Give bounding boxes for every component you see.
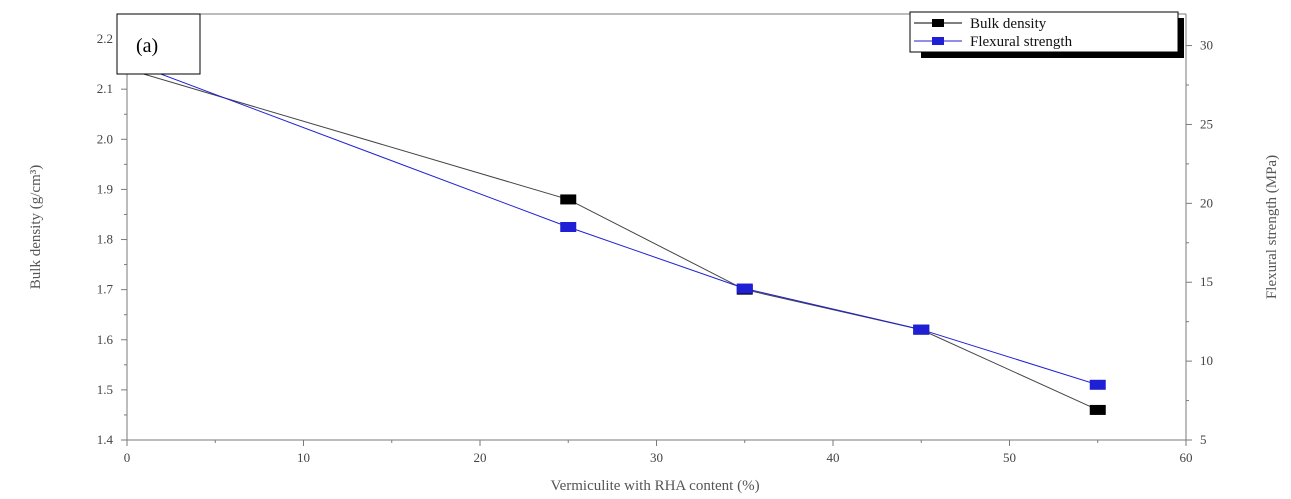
legend-label-bulk-density: Bulk density — [970, 16, 1047, 32]
series-line-bulk-density — [126, 68, 1098, 411]
y-axis-label-right: Flexural strength (MPa) — [1264, 155, 1280, 299]
y-right-tick-label: 25 — [1200, 116, 1213, 131]
x-tick-label: 20 — [474, 450, 487, 465]
x-tick-label: 10 — [297, 450, 310, 465]
x-tick-label: 0 — [124, 450, 131, 465]
y-left-tick-label: 1.6 — [97, 332, 114, 347]
y-left-tick-label: 1.5 — [97, 382, 113, 397]
x-axis-label: Vermiculite with RHA content (%) — [550, 478, 759, 494]
series-line-flexural-strength — [126, 60, 1098, 386]
axes-layer: 0 10 20 30 40 50 60 1.4 1.5 1.6 1.7 1.8 1.9 2.0 2.1 2.2… — [97, 13, 1213, 465]
legend-marker-bulk-density — [932, 19, 944, 27]
y-right-tick-label: 30 — [1200, 38, 1213, 53]
x-tick-label: 50 — [1003, 450, 1016, 465]
y-left-tick-label: 1.7 — [97, 282, 114, 297]
data-point-flexural-strength — [736, 283, 753, 294]
y-right-tick-label: 5 — [1200, 432, 1207, 447]
x-tick-label: 60 — [1180, 450, 1193, 465]
panel-label: (a) — [136, 35, 158, 57]
data-point-bulk-density — [1089, 404, 1106, 415]
y-left-tick-label: 1.8 — [97, 232, 113, 247]
y-left-tick-label: 2.2 — [97, 31, 113, 46]
panel-label-box: (a) — [116, 13, 201, 75]
y-right-tick-label: 15 — [1200, 274, 1213, 289]
x-tick-label: 40 — [827, 450, 840, 465]
y-right-tick-label: 10 — [1200, 353, 1213, 368]
y-left-tick-label: 2.1 — [97, 81, 113, 96]
series-layer — [126, 60, 1106, 415]
legend: Bulk density Flexural strength — [909, 11, 1184, 58]
y-left-tick-label: 2.0 — [97, 131, 113, 146]
legend-marker-flexural-strength — [932, 37, 944, 45]
data-point-bulk-density — [560, 194, 577, 205]
y-left-tick-label: 1.9 — [97, 181, 113, 196]
data-point-flexural-strength — [1089, 379, 1106, 390]
data-point-flexural-strength — [560, 222, 577, 232]
y-right-tick-label: 20 — [1200, 195, 1213, 210]
y-left-tick-label: 1.4 — [97, 432, 114, 447]
x-tick-label: 30 — [650, 450, 663, 465]
legend-label-flexural-strength: Flexural strength — [970, 34, 1073, 50]
data-point-flexural-strength — [913, 324, 930, 335]
y-axis-label-left: Bulk density (g/cm³) — [28, 165, 44, 289]
